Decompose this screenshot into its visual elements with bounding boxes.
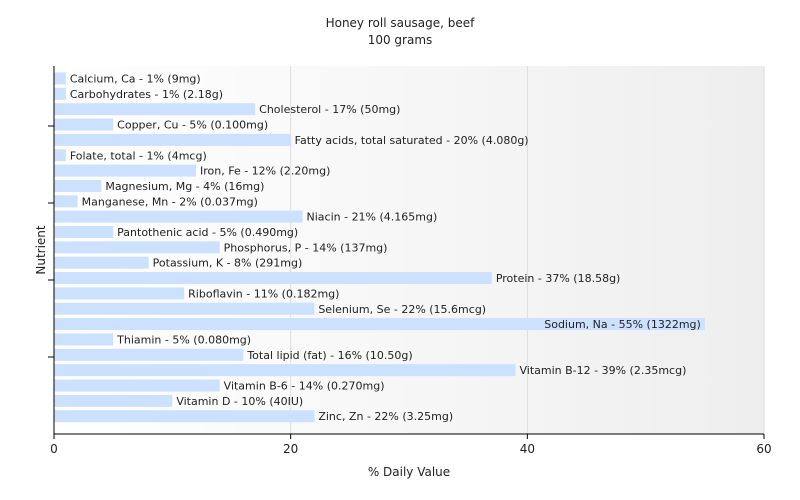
bar-label: Carbohydrates - 1% (2.18g) (70, 88, 223, 101)
bar-label: Pantothenic acid - 5% (0.490mg) (117, 226, 298, 239)
bar (54, 87, 66, 100)
bar (54, 394, 173, 407)
bar-label: Fatty acids, total saturated - 20% (4.08… (295, 134, 529, 147)
x-axis-ticks: 0 20 40 60 (50, 434, 772, 456)
bar-label: Vitamin D - 10% (40IU) (176, 395, 303, 408)
bar (54, 379, 220, 392)
bar (54, 149, 66, 162)
bar-label: Selenium, Se - 22% (15.6mcg) (318, 303, 486, 316)
bar-label: Iron, Fe - 12% (2.20mg) (200, 165, 330, 178)
bar (54, 164, 196, 177)
bar (54, 226, 114, 238)
bar-label: Sodium, Na - 55% (1322mg) (544, 318, 701, 331)
bar-label: Magnesium, Mg - 4% (16mg) (105, 180, 264, 193)
bar-label: Phosphorus, P - 14% (137mg) (224, 241, 388, 254)
bar-label: Riboflavin - 11% (0.182mg) (188, 287, 339, 300)
bar-labels-group: Calcium, Ca - 1% (9mg) Carbohydrates - 1%… (70, 73, 701, 424)
bar (54, 256, 149, 269)
bar (54, 287, 185, 300)
bar (54, 333, 114, 346)
bar-label: Protein - 37% (18.58g) (496, 272, 621, 285)
bar (54, 103, 256, 116)
y-axis-ticks (48, 125, 54, 358)
bar-label: Vitamin B-6 - 14% (0.270mg) (224, 380, 385, 393)
bar (54, 72, 66, 85)
bar-label: Niacin - 21% (4.165mg) (307, 211, 438, 224)
bar-label: Thiamin - 5% (0.080mg) (116, 333, 251, 346)
y-axis-title: Nutrient (34, 225, 48, 275)
bar-label: Folate, total - 1% (4mcg) (70, 149, 207, 162)
bar-label: Cholesterol - 17% (50mg) (259, 103, 400, 116)
bar (54, 118, 114, 131)
bar (54, 302, 315, 315)
bar-label: Calcium, Ca - 1% (9mg) (70, 73, 201, 86)
bar-label: Zinc, Zn - 22% (3.25mg) (318, 410, 453, 423)
bar (54, 179, 102, 192)
chart-title: Honey roll sausage, beef (326, 16, 476, 30)
x-tick-label: 40 (520, 442, 535, 456)
bar (54, 364, 516, 377)
bar-label: Total lipid (fat) - 16% (10.50g) (246, 349, 412, 362)
bar (54, 318, 705, 331)
bar-label: Copper, Cu - 5% (0.100mg) (117, 119, 268, 132)
x-tick-label: 0 (50, 442, 58, 456)
bar (54, 133, 291, 146)
bar (54, 195, 78, 208)
chart-subtitle: 100 grams (368, 33, 433, 47)
bar (54, 272, 492, 285)
bar (54, 410, 315, 423)
bars-group (54, 72, 705, 423)
bar (54, 241, 220, 254)
bar-label: Vitamin B-12 - 39% (2.35mcg) (520, 364, 687, 377)
bar (54, 348, 244, 361)
x-tick-label: 20 (283, 442, 298, 456)
x-tick-label: 60 (756, 442, 771, 456)
bar-label: Manganese, Mn - 2% (0.037mg) (82, 195, 258, 208)
bar (54, 210, 303, 223)
x-axis-title: % Daily Value (368, 465, 450, 479)
bar-label: Potassium, K - 8% (291mg) (153, 257, 303, 270)
